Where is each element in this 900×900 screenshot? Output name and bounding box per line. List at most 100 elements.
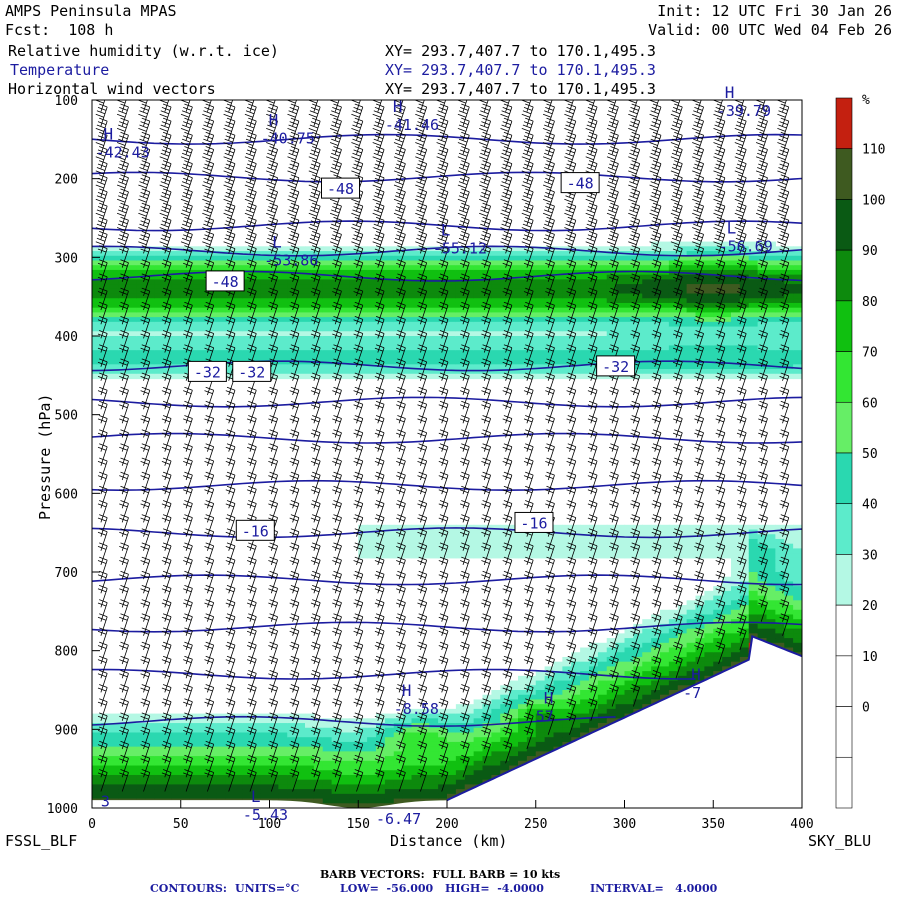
temperature-extremum: H-39.79 [717,83,771,120]
colorbar-swatch [835,452,853,505]
x-tick-label: 250 [524,817,547,832]
extremum-value: 57 [536,708,554,726]
y-tick-label: 200 [55,173,78,188]
y-tick-label: 500 [55,409,78,424]
contour-units: UNITS=°C [235,882,300,895]
extremum-type: H [269,111,279,130]
field-name-wind: Horizontal wind vectors [8,80,216,98]
extremum-type: H [402,681,412,700]
colorbar-swatch [835,148,853,200]
extremum-type: L [727,218,737,237]
temperature-labels: -48 -48-48-32 -32 -32-16 -16H-42.43H-40.75H-… [96,83,773,828]
temperature-extremum: -6.47 [376,810,421,828]
extremum-value: -53.86 [264,251,318,269]
extremum-type: H [393,97,403,116]
right-endpoint-label: SKY_BLU [808,832,871,850]
contour-prefix: CONTOURS: [150,882,227,895]
y-axis-label: Pressure (hPa) [36,394,54,520]
wind-barbs [95,100,790,792]
colorbar-swatch [835,655,853,707]
colorbar-tick-label: 0 [862,701,870,716]
temperature-extremum: H-7 [683,665,701,702]
colorbar-swatch [835,300,853,352]
extremum-value: -7 [683,684,701,702]
temperature-contour-label: -48 [321,177,360,199]
colorbar-unit: % [862,93,870,108]
temperature-contour-label: -16 [235,519,275,541]
x-tick-label: 300 [613,817,636,832]
temperature-extremum: H57 [536,689,554,726]
temperature-contour-label: -48 [205,270,245,292]
colorbar-tick-label: 90 [862,244,878,259]
temperature-contour-label: -32 [596,355,636,377]
colorbar-swatch [835,199,853,251]
field-xy-wind: XY= 293.7,407.7 to 170.1,495.3 [385,80,656,98]
colorbar-swatch [835,756,853,809]
temperature-extremum: L-55.12 [433,221,487,258]
x-tick-label: 150 [347,817,370,832]
extremum-value: -39.79 [717,102,771,120]
temperature-contour-label-text: -32 [238,363,265,381]
x-axis-label: Distance (km) [390,832,507,850]
extremum-type: L [272,232,282,251]
y-tick-label: 700 [55,566,78,581]
init-time: Init: 12 UTC Fri 30 Jan 26 [657,2,892,20]
temperature-contour-label: -32 [232,360,272,382]
model-title: AMPS Peninsula MPAS [5,2,177,20]
left-endpoint-label: FSSL_BLF [5,832,77,850]
y-tick-label: 100 [55,94,78,109]
extremum-type: H [691,665,701,684]
temperature-extremum: H-41.46 [385,97,439,134]
valid-time: Valid: 00 UTC Wed 04 Feb 26 [648,21,892,39]
colorbar-swatch [835,97,853,150]
colorbar-tick-label: 70 [862,346,878,361]
field-xy-rh: XY= 293.7,407.7 to 170.1,495.3 [385,42,656,60]
colorbar-tick-label: 80 [862,295,878,310]
x-tick-label: 100 [258,817,281,832]
colorbar-swatch [835,706,853,758]
y-tick-label: 600 [55,487,78,502]
extremum-type: L [441,221,451,240]
y-tick-label: 800 [55,645,78,660]
colorbar-swatch [835,554,853,606]
extremum-value: -55.12 [433,240,487,258]
x-tick-label: 50 [173,817,189,832]
y-tick-label: 300 [55,251,78,266]
terrain-mask [92,634,802,808]
extremum-value: -42.43 [96,144,150,162]
extremum-value: 3 [101,793,110,811]
x-tick-label: 350 [702,817,725,832]
temperature-contour-label-text: -48 [327,180,354,198]
barb-note: BARB VECTORS: FULL BARB = 10 kts [320,868,561,881]
contour-high: HIGH= -4.0000 [445,882,544,895]
extremum-value: -6.47 [376,810,421,828]
temperature-extremum: H-8.58 [394,681,439,718]
colorbar-swatch [835,351,853,403]
colorbar-swatch [835,401,853,454]
x-tick-label: 0 [88,817,96,832]
temperature-contour-label: -48 [560,172,600,194]
temperature-extremum: H-40.75 [261,111,315,148]
contour-interval: INTERVAL= 4.0000 [590,882,718,895]
field-name-rh: Relative humidity (w.r.t. ice) [8,42,279,60]
temperature-contour-label-text: -16 [242,522,269,540]
extremum-value: -41.46 [385,116,439,134]
colorbar-tick-label: 10 [862,650,878,665]
extremum-type: L [251,787,261,806]
temperature-contour-label: -16 [514,511,554,533]
y-tick-label: 1000 [47,802,78,817]
colorbar-tick-label: 40 [862,498,878,513]
temperature-extremum: L-5.43 [243,787,288,824]
temperature-contour-label-text: -48 [212,273,239,291]
y-tick-label: 900 [55,723,78,738]
extremum-value: -56.69 [719,237,773,255]
colorbar-swatch [835,249,853,302]
temperature-contour-label-text: -48 [567,175,594,193]
extremum-type: H [104,125,114,144]
y-tick-label: 400 [55,330,78,345]
colorbar-tick-label: 20 [862,599,878,614]
colorbar-tick-label: 100 [862,193,885,208]
axes: 0 50 100 150 200 250 300 350 400 100 200 300 400 500 6… [47,94,814,832]
extremum-value: -5.43 [243,806,288,824]
